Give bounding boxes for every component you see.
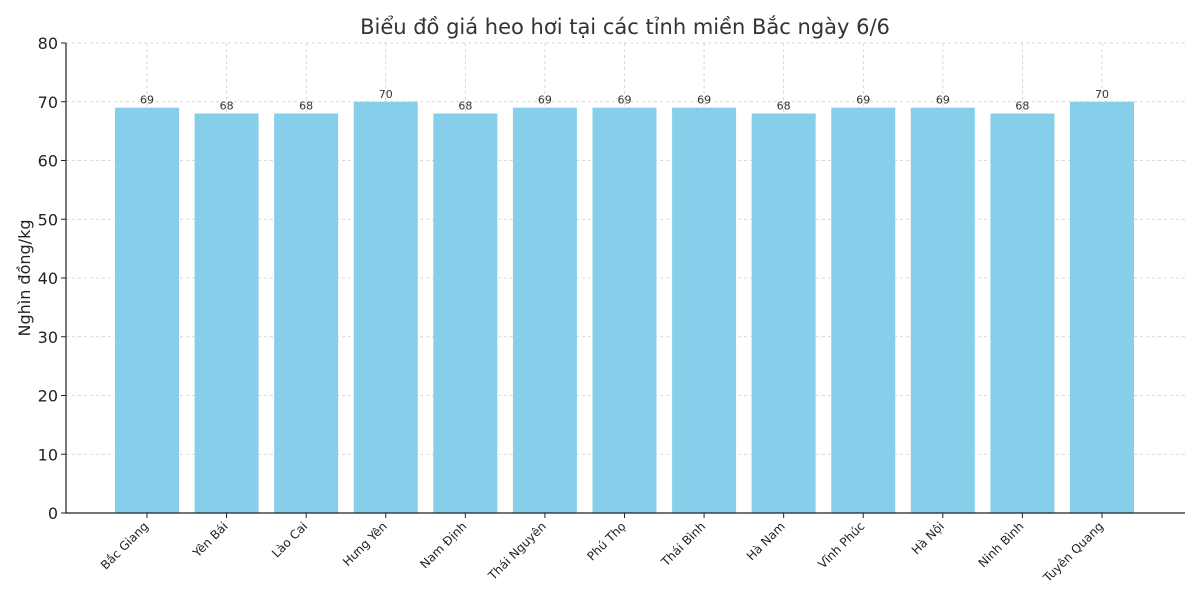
x-tick-label: Nam Định [417,519,469,571]
data-label: 69 [618,94,632,107]
y-tick-label: 50 [38,210,58,229]
bar [672,107,737,513]
data-label: 69 [140,94,154,107]
y-tick-label: 10 [38,445,58,464]
bar [274,113,339,513]
bar [831,107,896,513]
chart-title: Biểu đồ giá heo hơi tại các tỉnh miền Bắ… [360,15,890,39]
x-tick-label: Hưng Yên [340,519,390,569]
data-label: 68 [299,100,313,113]
bar [115,107,179,513]
y-tick-label: 80 [38,34,58,53]
bar [194,113,259,513]
x-tick-label: Phú Thọ [584,519,628,563]
bar [592,107,657,513]
y-tick-label: 70 [38,93,58,112]
bar [353,101,418,513]
bar [910,107,975,513]
y-tick-label: 30 [38,328,58,347]
x-tick-label: Thái Nguyên [485,519,549,583]
x-tick-label: Bắc Giang [98,519,151,572]
bar [990,113,1055,513]
x-tick-label: Hà Nam [744,519,788,563]
bar [512,107,577,513]
data-label: 68 [777,100,791,113]
y-tick-label: 60 [38,152,58,171]
x-tick-label: Tuyên Quang [1040,519,1106,585]
x-tick-label: Vĩnh Phúc [815,519,867,571]
data-label: 69 [856,94,870,107]
data-label: 68 [458,100,472,113]
x-tick-label: Ninh Bình [976,519,1027,570]
data-label: 69 [697,94,711,107]
data-label: 70 [1095,88,1109,101]
x-tick-label: Lào Cai [269,519,310,560]
data-label: 70 [379,88,393,101]
bar [1070,101,1134,513]
bar [433,113,498,513]
x-tick-label: Thái Bình [658,519,708,569]
data-label: 68 [220,100,234,113]
data-label: 69 [936,94,950,107]
y-tick-label: 40 [38,269,58,288]
data-label: 69 [538,94,552,107]
x-tick-label: Yên Bái [189,519,230,560]
y-tick-label: 0 [48,504,58,523]
x-tick-label: Hà Nội [909,519,947,557]
y-tick-label: 20 [38,387,58,406]
bar [751,113,816,513]
bars-layer: 69 68 68 70 68 69 69 69 68 69 69 68 70 [115,88,1134,513]
y-axis-label: Nghìn đồng/kg [15,220,34,337]
data-label: 68 [1015,100,1029,113]
